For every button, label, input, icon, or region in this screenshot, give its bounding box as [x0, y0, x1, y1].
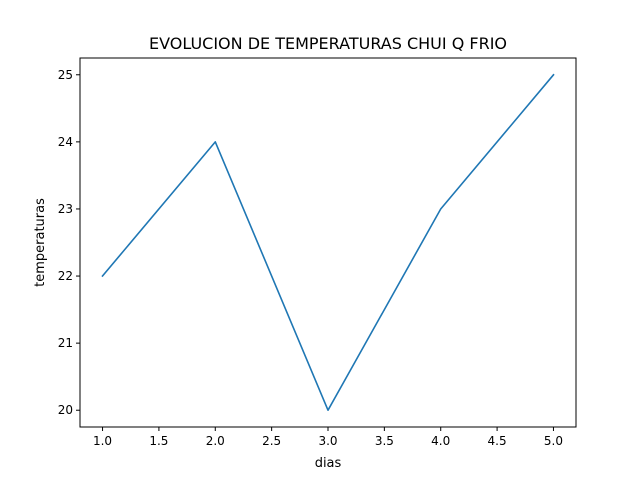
y-tick-label: 21	[58, 336, 73, 350]
x-tick-label: 2.0	[206, 434, 225, 448]
x-axis-ticks: 1.0 1.5 2.0 2.5 3.0 3.5 4.0 4.5 5.0	[93, 427, 563, 448]
y-tick-label: 23	[58, 202, 73, 216]
y-tick-label: 24	[58, 135, 73, 149]
x-axis-label: dias	[315, 456, 342, 471]
series-layer	[101, 73, 555, 412]
y-axis-label: temperaturas	[33, 198, 48, 287]
series-line	[101, 73, 555, 412]
x-tick-label: 1.5	[149, 434, 168, 448]
x-tick-label: 3.5	[375, 434, 394, 448]
x-tick-label: 1.0	[93, 434, 112, 448]
plot-area	[80, 58, 576, 427]
x-tick-label: 5.0	[544, 434, 563, 448]
y-tick-label: 22	[58, 269, 73, 283]
y-tick-label: 20	[58, 403, 73, 417]
y-axis-ticks: 20 21 22 23 24 25	[58, 68, 80, 417]
x-tick-label: 3.0	[318, 434, 337, 448]
y-tick-label: 25	[58, 68, 73, 82]
x-tick-label: 4.5	[488, 434, 507, 448]
x-tick-label: 2.5	[262, 434, 281, 448]
axes-frame	[79, 57, 577, 428]
x-tick-label: 4.0	[431, 434, 450, 448]
chart-title: EVOLUCION DE TEMPERATURAS CHUI Q FRIO	[149, 34, 507, 53]
